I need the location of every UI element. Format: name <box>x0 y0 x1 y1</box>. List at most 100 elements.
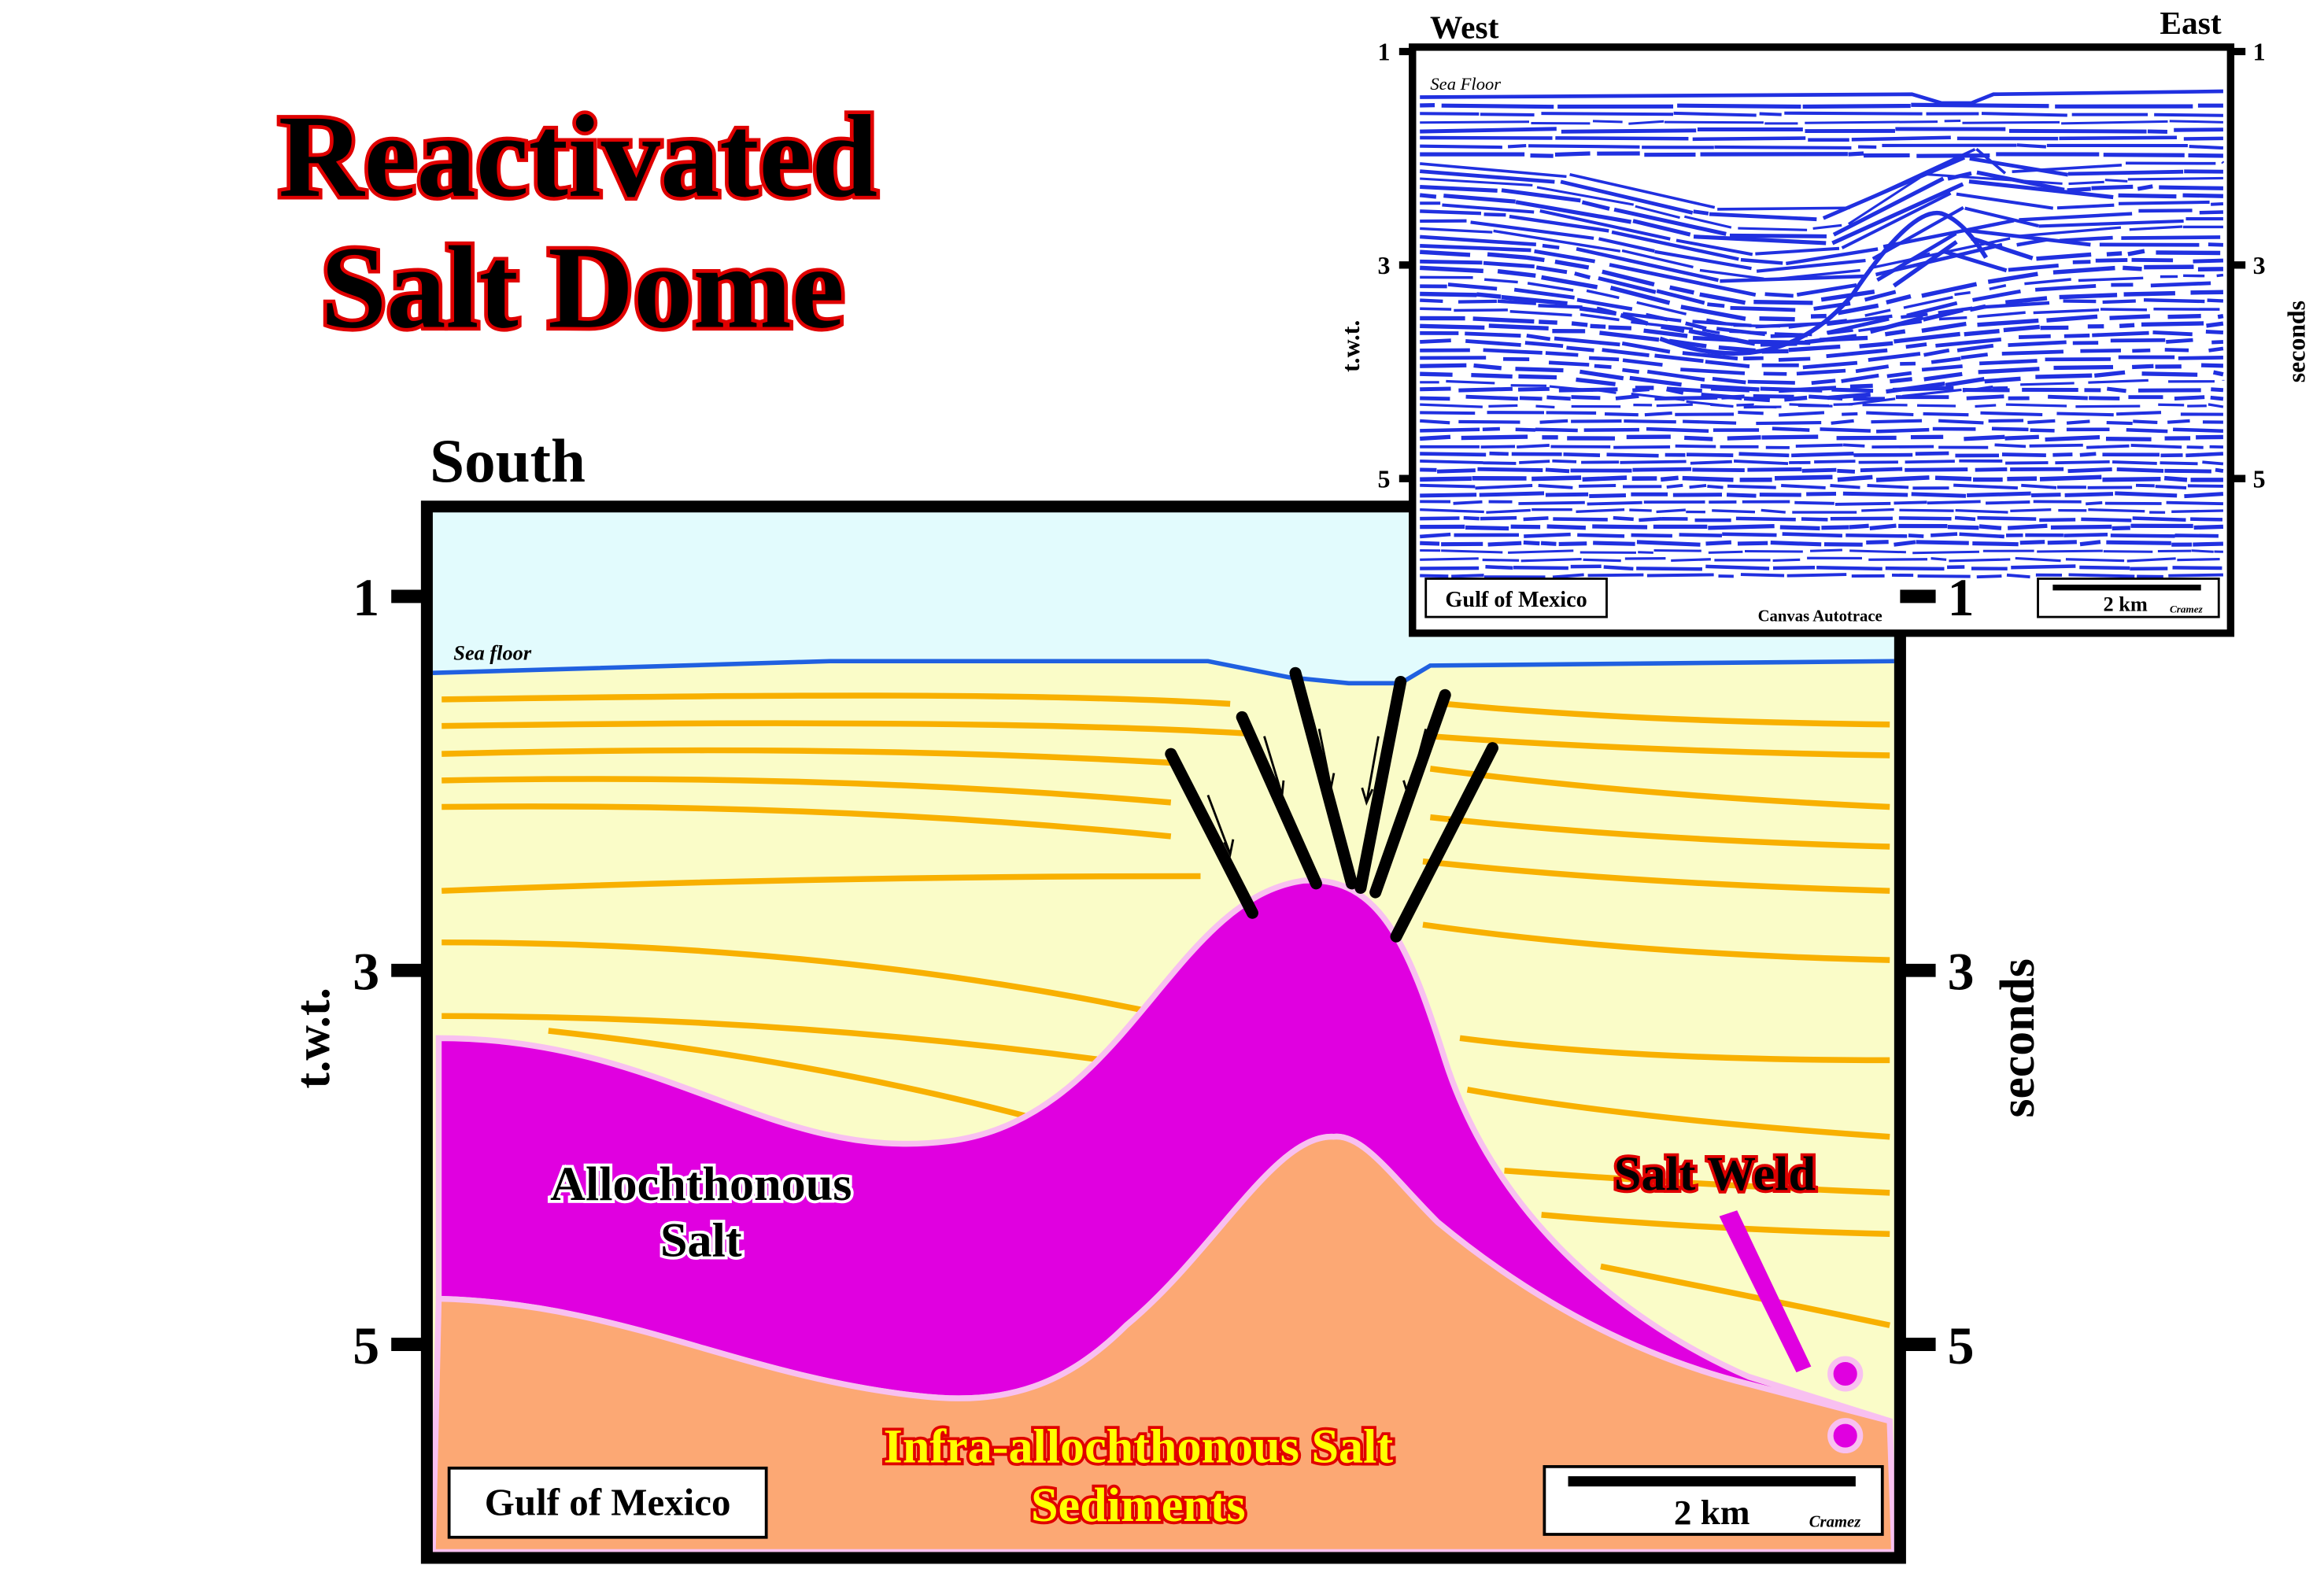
reflector <box>1420 564 2222 571</box>
reflector <box>1420 393 2224 401</box>
dome-reflector <box>1659 210 1989 356</box>
tick-label: 3 <box>1948 943 1975 1002</box>
reflector <box>1420 556 2220 563</box>
author: Cramez <box>1809 1514 1861 1531</box>
tick-label: 1 <box>1378 39 1391 66</box>
direction: East <box>2160 5 2222 41</box>
salt-label: Allochthonous <box>550 1157 852 1211</box>
reflector <box>1420 443 2223 449</box>
reflector <box>1419 179 2223 245</box>
direction: West <box>1430 9 1499 46</box>
reflector <box>1420 434 2223 442</box>
infra-sediments <box>430 1133 1897 1556</box>
reflector <box>1420 508 2223 514</box>
reflector <box>1420 532 2219 539</box>
reflector <box>1420 355 2223 386</box>
weld-arrow <box>1719 1210 1812 1373</box>
location: Gulf of Mexico <box>1445 588 1587 612</box>
reflector <box>1420 209 2223 266</box>
tick-label: 3 <box>1378 252 1391 279</box>
tick-label: 1 <box>2253 39 2266 66</box>
horizons <box>442 692 1890 1328</box>
sea-floor-reflector <box>1420 89 2223 105</box>
cross-section: Sea floor Allochthonous Salt Salt Weld I… <box>286 500 2045 1564</box>
sediment-label: Infra-allochthonous Salt <box>884 1419 1394 1473</box>
reflector <box>1420 515 2223 522</box>
reflector <box>1420 410 2223 417</box>
reflector <box>1420 111 2223 117</box>
axis-label: t.w.t. <box>286 988 340 1089</box>
reflector <box>1420 459 2224 466</box>
reflector <box>1420 573 2223 579</box>
reflector <box>1420 119 2223 125</box>
reflector <box>1420 191 2224 257</box>
reflector <box>1420 321 2224 354</box>
reflector <box>1420 491 2224 499</box>
reflector <box>1420 330 2224 362</box>
reflector <box>1420 523 2224 531</box>
weld-marker <box>1827 1418 1864 1454</box>
tick-label: 1 <box>353 568 379 627</box>
location: Gulf of Mexico <box>485 1482 731 1524</box>
reflector <box>1420 249 2224 312</box>
reflector <box>1420 338 2224 370</box>
title-line: Reactivated <box>279 91 878 221</box>
reflector <box>1420 474 2223 482</box>
reflector <box>1420 264 2223 322</box>
tick-label: 5 <box>1378 466 1391 493</box>
reflector <box>1420 451 2224 458</box>
reflector <box>1420 173 2223 231</box>
direction: South <box>430 427 586 496</box>
location-box <box>447 1466 768 1539</box>
reflector <box>1420 500 2223 506</box>
tick-label: 1 <box>1948 568 1975 627</box>
title-line: Salt Dome <box>320 223 844 353</box>
reflector <box>1420 156 2223 222</box>
scale-label: 2 km <box>2103 593 2147 616</box>
sea-floor-label: Sea Floor <box>1430 74 1501 94</box>
scale-label: 2 km <box>1674 1493 1750 1532</box>
reflector <box>1420 135 2223 142</box>
reflector <box>1420 236 2221 305</box>
frame <box>420 500 1906 1564</box>
axis-label: t.w.t. <box>1337 320 1365 372</box>
reflector <box>1420 307 2220 337</box>
reflector <box>1420 313 2224 345</box>
sea-floor-line <box>432 659 1894 686</box>
reflectors <box>1419 89 2225 579</box>
weld-marker <box>1827 1356 1864 1392</box>
reflector <box>1420 170 2223 238</box>
reflector <box>1420 127 2223 134</box>
seismic-inset: Sea Floor Gulf of Mexico Canvas Autotrac… <box>1337 5 2311 637</box>
reflector <box>1420 483 2223 490</box>
axis-label: seconds <box>2282 301 2310 382</box>
reflector <box>1420 403 2224 409</box>
location-box <box>1424 578 1608 618</box>
tick-label: 3 <box>353 943 379 1002</box>
salt-label: Salt <box>660 1213 742 1267</box>
reflector <box>1420 206 2223 273</box>
reflector <box>1420 102 2223 109</box>
sediment-label: Sediments <box>1031 1478 1246 1532</box>
inset-frame <box>1409 43 2235 637</box>
reflector <box>1420 386 2224 393</box>
reflector <box>1420 346 2224 376</box>
author: Cramez <box>2170 604 2204 615</box>
reflector <box>1420 143 2224 150</box>
reflector <box>1420 467 2224 474</box>
tick-label: 5 <box>353 1316 379 1375</box>
reflector <box>1420 298 2224 329</box>
reflector <box>1420 151 2223 158</box>
software: Canvas Autotrace <box>1758 608 1882 626</box>
tick-label: 5 <box>1948 1316 1975 1375</box>
reflector <box>1420 234 2221 283</box>
tick-label: 3 <box>2253 252 2266 279</box>
reflector <box>1420 426 2224 434</box>
faults <box>1165 666 1499 943</box>
axis-label: seconds <box>1991 958 2045 1117</box>
weld-label: Salt Weld <box>1614 1147 1816 1201</box>
reflector <box>1420 548 2223 555</box>
sea-floor-label: Sea floor <box>453 641 532 664</box>
